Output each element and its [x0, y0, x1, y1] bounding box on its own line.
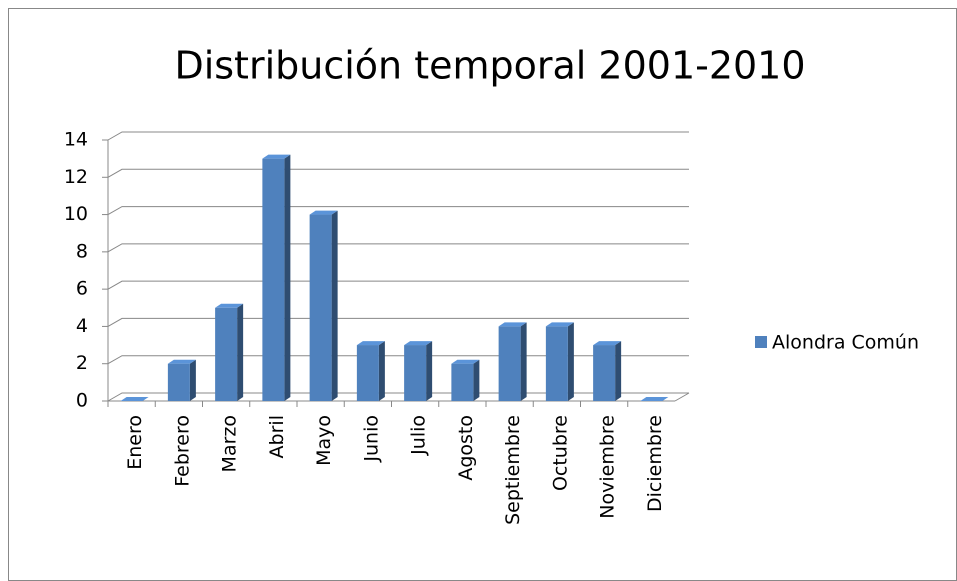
x-tick-label: Mayo: [313, 415, 335, 466]
bar-side: [237, 303, 244, 401]
bar-front: [356, 345, 379, 401]
y-tick-label: 6: [76, 278, 88, 300]
x-tick-label: Marzo: [219, 415, 241, 472]
bar-front: [262, 158, 285, 401]
bar-front: [309, 214, 332, 401]
bar-side: [426, 341, 433, 401]
bar-top: [262, 154, 291, 159]
x-tick-label: Junio: [360, 415, 382, 463]
x-tick-label: Agosto: [455, 415, 477, 481]
x-tick-label: Enero: [124, 415, 146, 470]
bar-side: [284, 154, 291, 401]
x-tick-label: Febrero: [171, 415, 193, 487]
bar-top: [404, 341, 433, 346]
legend-label: Alondra Común: [772, 332, 919, 354]
bar: [593, 341, 622, 401]
bar: [498, 322, 527, 401]
floor-edge: [674, 392, 690, 402]
grid-line: [107, 317, 689, 327]
x-tick-label: Noviembre: [597, 415, 619, 519]
bar-front: [545, 326, 568, 401]
bar: [215, 303, 244, 401]
bar-front: [215, 307, 238, 401]
bar-top: [498, 322, 527, 327]
grid-line: [107, 243, 689, 253]
bar-top: [356, 341, 385, 346]
x-tick-label: Diciembre: [644, 415, 666, 512]
bar: [167, 359, 196, 401]
bar-front: [167, 363, 190, 401]
bar: [545, 322, 574, 401]
x-tick-label: Julio: [408, 415, 430, 456]
bar: [640, 397, 669, 401]
bar: [451, 359, 480, 401]
y-tick-label: 2: [76, 352, 88, 374]
bar-side: [520, 322, 527, 401]
grid-line: [107, 131, 689, 141]
bar-top: [593, 341, 622, 346]
y-tick-label: 12: [64, 166, 88, 188]
bar-side: [567, 322, 574, 401]
bar-side: [331, 210, 338, 401]
grid-line: [107, 280, 689, 290]
y-tick-label: 0: [76, 390, 88, 412]
x-tick-label: Abril: [266, 415, 288, 458]
y-tick-label: 8: [76, 240, 88, 262]
grid-line: [107, 206, 689, 216]
bar-top: [545, 322, 574, 327]
bar-side: [189, 359, 196, 401]
bar-top: [120, 397, 149, 401]
bar-front: [404, 345, 427, 401]
bar-front: [593, 345, 616, 401]
x-tick-label: Octubre: [549, 415, 571, 491]
chart-title: Distribución temporal 2001-2010: [174, 44, 805, 88]
bar-front: [451, 363, 474, 401]
y-tick-label: 4: [76, 315, 88, 337]
bar: [356, 341, 385, 401]
x-tick-label: Septiembre: [502, 415, 524, 525]
bar-top: [167, 359, 196, 364]
bar-top: [451, 359, 480, 364]
bar-side: [378, 341, 385, 401]
legend-swatch: [755, 336, 767, 348]
bar: [404, 341, 433, 401]
y-tick-label: 10: [64, 203, 88, 225]
chart-border: [8, 8, 957, 581]
bar: [309, 210, 338, 401]
grid-line: [107, 168, 689, 178]
bar: [120, 397, 149, 401]
y-tick-label: 14: [64, 129, 88, 151]
bar-side: [615, 341, 622, 401]
bar-top: [215, 303, 244, 308]
bar: [262, 154, 291, 401]
bar-top: [309, 210, 338, 215]
bar-side: [473, 359, 480, 401]
bar-top: [640, 397, 669, 401]
bar-front: [498, 326, 521, 401]
